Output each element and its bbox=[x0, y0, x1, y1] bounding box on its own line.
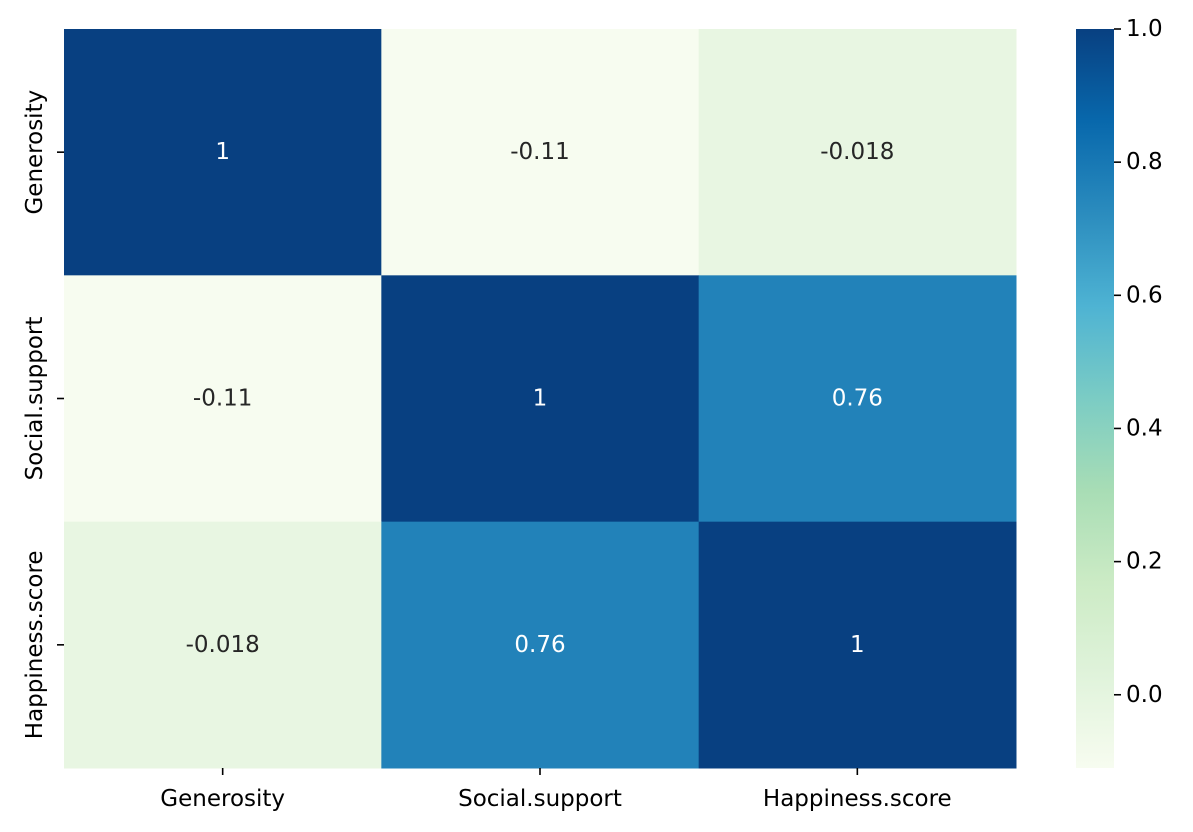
y-tick-label: Happiness.score bbox=[22, 550, 48, 739]
heatmap-cell-labels: 1 -0.11 -0.018 -0.11 1 0.76 -0.018 0.76 1 bbox=[186, 139, 895, 658]
heatmap-cells bbox=[64, 29, 1017, 769]
cell-value-label: -0.018 bbox=[820, 139, 894, 165]
heatmap-cell bbox=[381, 275, 700, 523]
x-axis: Generosity Social.support Happiness.score bbox=[160, 768, 952, 812]
y-axis: Generosity Social.support Happiness.score bbox=[22, 90, 64, 739]
cell-value-label: -0.11 bbox=[193, 386, 253, 412]
heatmap-cell bbox=[64, 275, 382, 523]
cell-value-label: -0.018 bbox=[186, 632, 260, 658]
x-tick-label: Happiness.score bbox=[763, 786, 952, 812]
x-tick-label: Generosity bbox=[160, 786, 285, 812]
heatmap-cell bbox=[64, 29, 382, 276]
heatmap-cell bbox=[698, 275, 1017, 523]
heatmap-cell bbox=[698, 29, 1017, 276]
cell-value-label: 0.76 bbox=[514, 632, 565, 658]
heatmap-cell bbox=[381, 29, 700, 276]
cell-value-label: 0.76 bbox=[832, 386, 883, 412]
colorbar-gradient bbox=[1076, 29, 1114, 768]
y-tick-label: Social.support bbox=[22, 317, 48, 481]
colorbar-tick-label: 0.4 bbox=[1126, 415, 1163, 441]
heatmap-cell bbox=[698, 521, 1017, 769]
cell-value-label: 1 bbox=[850, 632, 865, 658]
colorbar: 0.0 0.2 0.4 0.6 0.8 1.0 bbox=[1076, 16, 1163, 768]
cell-value-label: 1 bbox=[533, 386, 548, 412]
heatmap-cell bbox=[64, 521, 382, 769]
colorbar-tick-label: 0.0 bbox=[1126, 682, 1163, 708]
colorbar-tick-label: 0.2 bbox=[1126, 549, 1163, 575]
colorbar-tick-label: 1.0 bbox=[1126, 16, 1163, 42]
x-tick-label: Social.support bbox=[458, 786, 622, 812]
cell-value-label: 1 bbox=[215, 139, 230, 165]
colorbar-tick-label: 0.6 bbox=[1126, 282, 1163, 308]
y-tick-label: Generosity bbox=[22, 90, 48, 215]
colorbar-tick-label: 0.8 bbox=[1126, 149, 1163, 175]
cell-value-label: -0.11 bbox=[510, 139, 570, 165]
heatmap-cell bbox=[381, 521, 700, 769]
